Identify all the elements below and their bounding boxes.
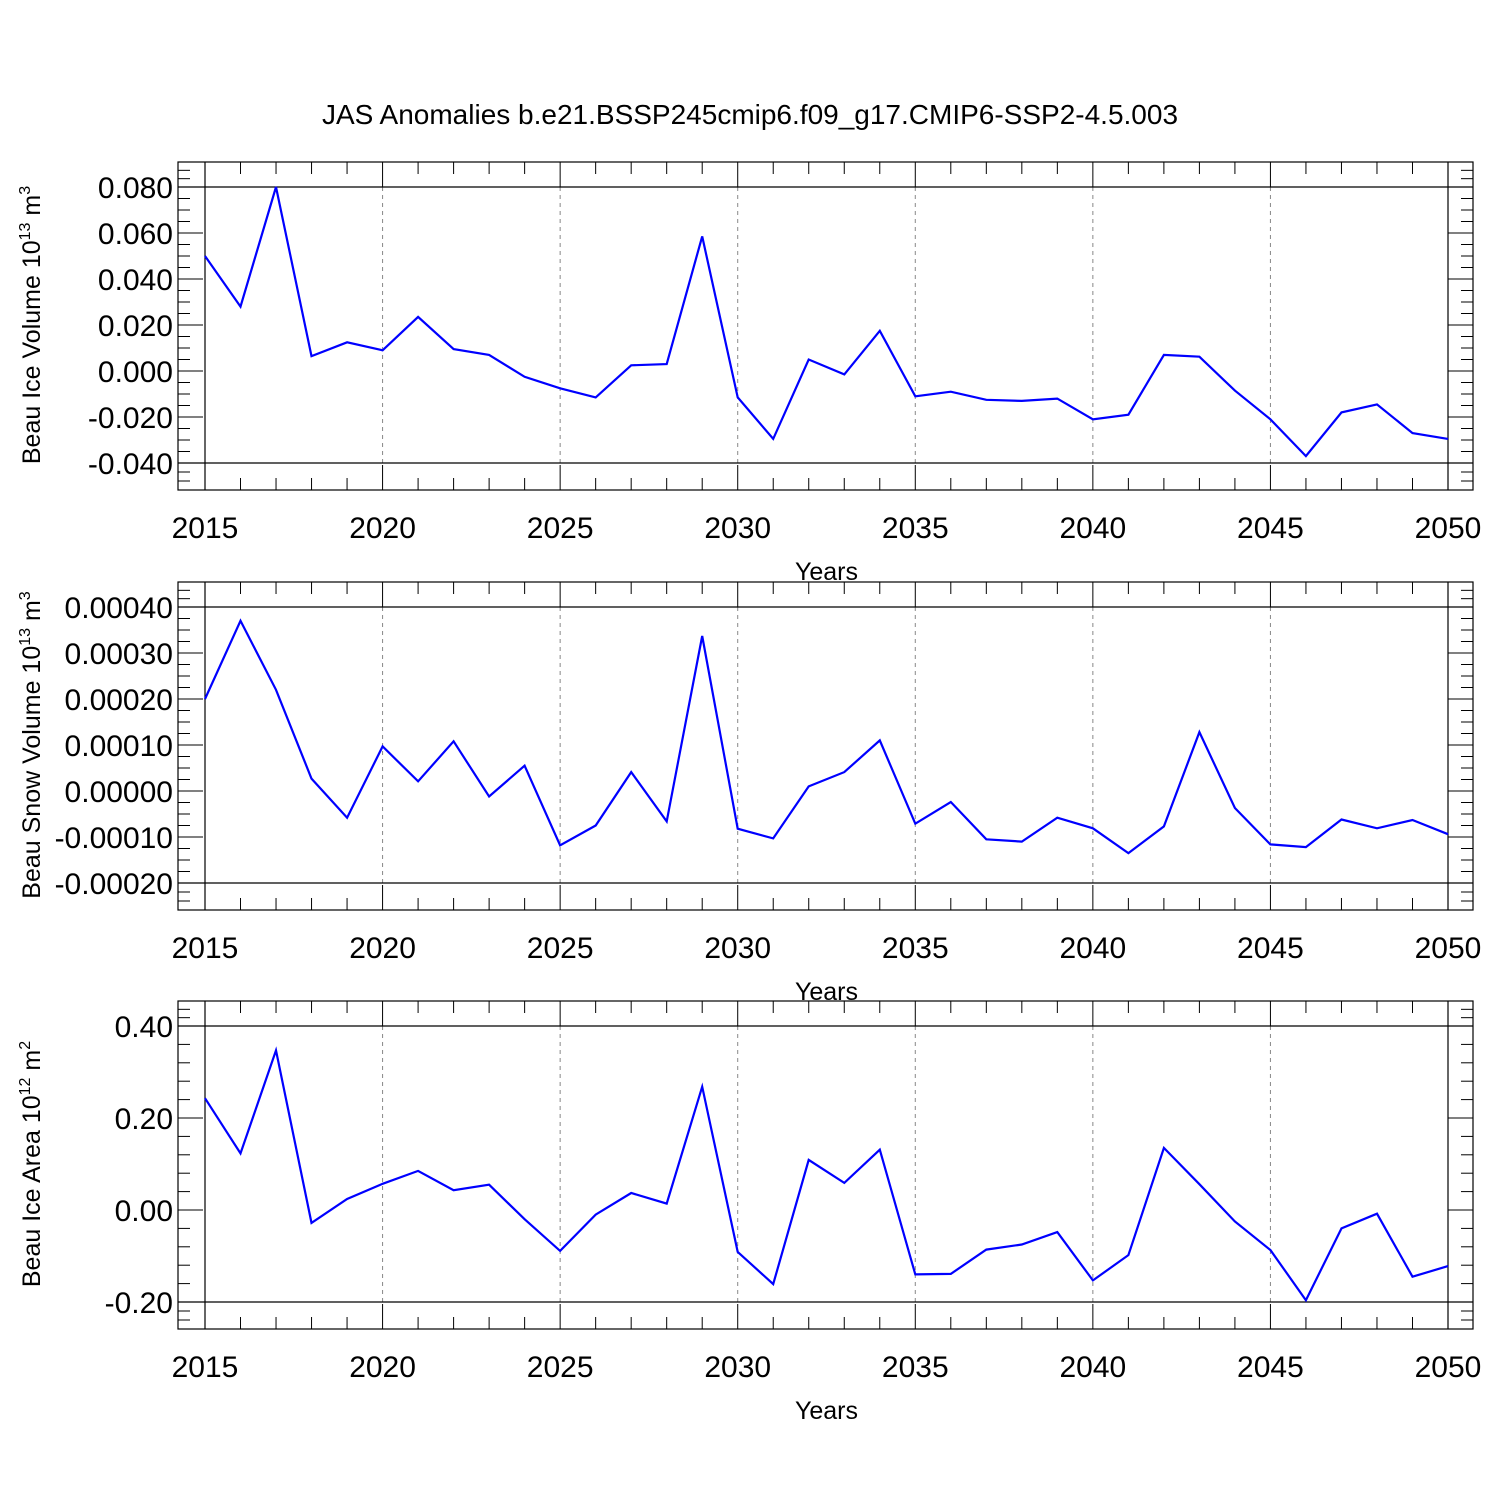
y-axis-label-exponent: 12	[17, 1077, 34, 1095]
x-tick-label: 2035	[882, 512, 949, 545]
y-axis-label-unit-exponent: 3	[17, 591, 34, 600]
y-tick-label: 0.00000	[65, 776, 173, 809]
x-tick-label: 2030	[704, 512, 771, 545]
x-tick-label: 2050	[1415, 512, 1482, 545]
y-tick-label: 0.00030	[65, 638, 173, 671]
x-tick-label: 2040	[1059, 932, 1126, 965]
y-tick-label: 0.020	[98, 310, 173, 343]
y-axis-label-text: Beau Snow Volume 10	[18, 646, 46, 899]
x-axis-label: Years	[795, 558, 858, 586]
y-tick-label: -0.20	[105, 1287, 173, 1320]
x-axis-label: Years	[795, 1397, 858, 1425]
x-tick-label: 2045	[1237, 1351, 1304, 1384]
y-axis-label-unit-exponent: 3	[17, 186, 34, 195]
panel-ice-area: 2015 2020 2025 2030 2035 2040 2045 2050 Years 0.4…	[17, 1000, 1482, 1425]
x-tick-label: 2015	[172, 932, 239, 965]
plot-frame	[177, 161, 1474, 491]
x-tick-label: 2040	[1059, 1351, 1126, 1384]
y-tick-label: 0.00010	[65, 730, 173, 763]
y-tick-label: 0.060	[98, 218, 173, 251]
y-axis-label-text: Beau Ice Area 10	[18, 1095, 46, 1287]
y-tick-label: 0.40	[115, 1011, 173, 1044]
x-tick-label: 2025	[527, 512, 594, 545]
plot-frame	[177, 581, 1474, 911]
series-line	[203, 618, 1449, 855]
y-axis-label-unit: m	[18, 195, 46, 223]
x-tick-label: 2040	[1059, 512, 1126, 545]
y-tick-label: 0.080	[98, 172, 173, 205]
y-axis-label-text: Beau Ice Volume 10	[18, 240, 46, 464]
y-axis-label-unit: m	[18, 600, 46, 628]
x-tick-label: 2020	[349, 1351, 416, 1384]
x-tick-label: 2025	[527, 1351, 594, 1384]
x-axis-label: Years	[795, 978, 858, 1006]
x-tick-label: 2015	[172, 512, 239, 545]
panel-ice-volume: 2015 2020 2025 2030 2035 2040 2045 2050 Years 0.0…	[17, 161, 1482, 586]
y-tick-label: 0.040	[98, 264, 173, 297]
series-line	[204, 1046, 1449, 1303]
y-axis-label: Beau Ice Area 1012 m2	[17, 1041, 46, 1287]
y-axis-label-exponent: 13	[17, 222, 34, 240]
y-axis-label-exponent: 13	[17, 628, 34, 646]
x-tick-label: 2035	[882, 1351, 949, 1384]
y-tick-label: -0.040	[88, 448, 173, 481]
plot-frame	[177, 1000, 1474, 1330]
y-tick-label: -0.00020	[55, 868, 173, 901]
x-tick-label: 2050	[1415, 1351, 1482, 1384]
y-tick-label: 0.00040	[65, 592, 173, 625]
x-tick-label: 2025	[527, 932, 594, 965]
panel-snow-volume: 2015 2020 2025 2030 2035 2040 2045 2050 Years 0.0…	[17, 581, 1482, 1006]
chart-title: JAS Anomalies b.e21.BSSP245cmip6.f09_g17…	[322, 99, 1178, 130]
x-tick-label: 2035	[882, 932, 949, 965]
x-tick-label: 2045	[1237, 932, 1304, 965]
y-tick-label: 0.20	[115, 1103, 173, 1136]
y-axis-label: Beau Ice Volume 1013 m3	[17, 186, 46, 464]
y-tick-label: 0.00	[115, 1195, 173, 1228]
y-tick-label: 0.000	[98, 356, 173, 389]
x-tick-label: 2020	[349, 512, 416, 545]
x-tick-label: 2050	[1415, 932, 1482, 965]
x-tick-label: 2030	[704, 1351, 771, 1384]
y-tick-label: -0.020	[88, 402, 173, 435]
y-tick-label: 0.00020	[65, 684, 173, 717]
y-axis-label-unit-exponent: 2	[17, 1041, 34, 1050]
x-tick-label: 2020	[349, 932, 416, 965]
y-axis-label: Beau Snow Volume 1013 m3	[17, 591, 46, 899]
x-tick-label: 2045	[1237, 512, 1304, 545]
y-tick-label: -0.00010	[55, 822, 173, 855]
x-tick-label: 2030	[704, 932, 771, 965]
y-axis-label-unit: m	[18, 1050, 46, 1078]
x-tick-label: 2015	[172, 1351, 239, 1384]
series-line	[204, 186, 1449, 458]
